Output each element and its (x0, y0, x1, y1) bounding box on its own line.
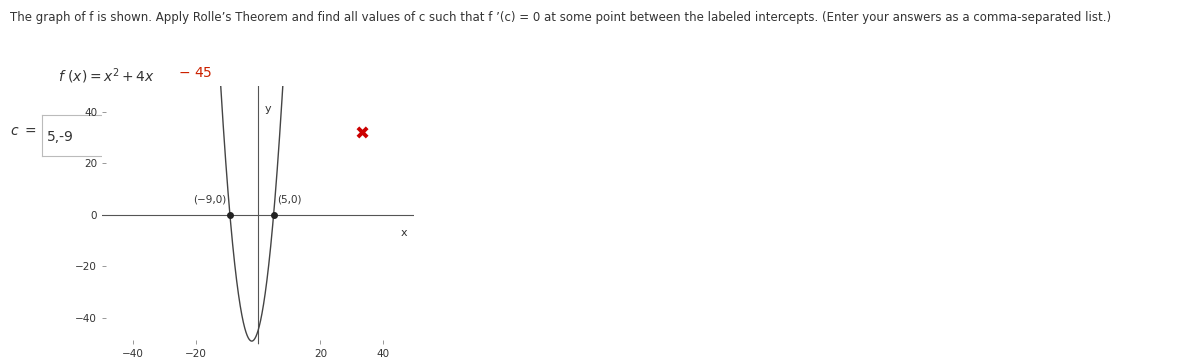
Text: (5,0): (5,0) (277, 194, 301, 204)
Text: $-\ 45$: $-\ 45$ (178, 66, 212, 80)
Text: (−9,0): (−9,0) (193, 194, 227, 204)
Text: ✖: ✖ (354, 125, 370, 143)
Text: $c\ =$: $c\ =$ (10, 124, 36, 138)
Text: The graph of f is shown. Apply Rolle’s Theorem and find all values of c such tha: The graph of f is shown. Apply Rolle’s T… (10, 11, 1111, 24)
Text: y: y (264, 104, 271, 114)
Text: x: x (401, 228, 408, 238)
Text: $f\ (x) = x^2 + 4x\ $: $f\ (x) = x^2 + 4x\ $ (58, 66, 155, 86)
Text: 5,-9: 5,-9 (47, 130, 73, 144)
